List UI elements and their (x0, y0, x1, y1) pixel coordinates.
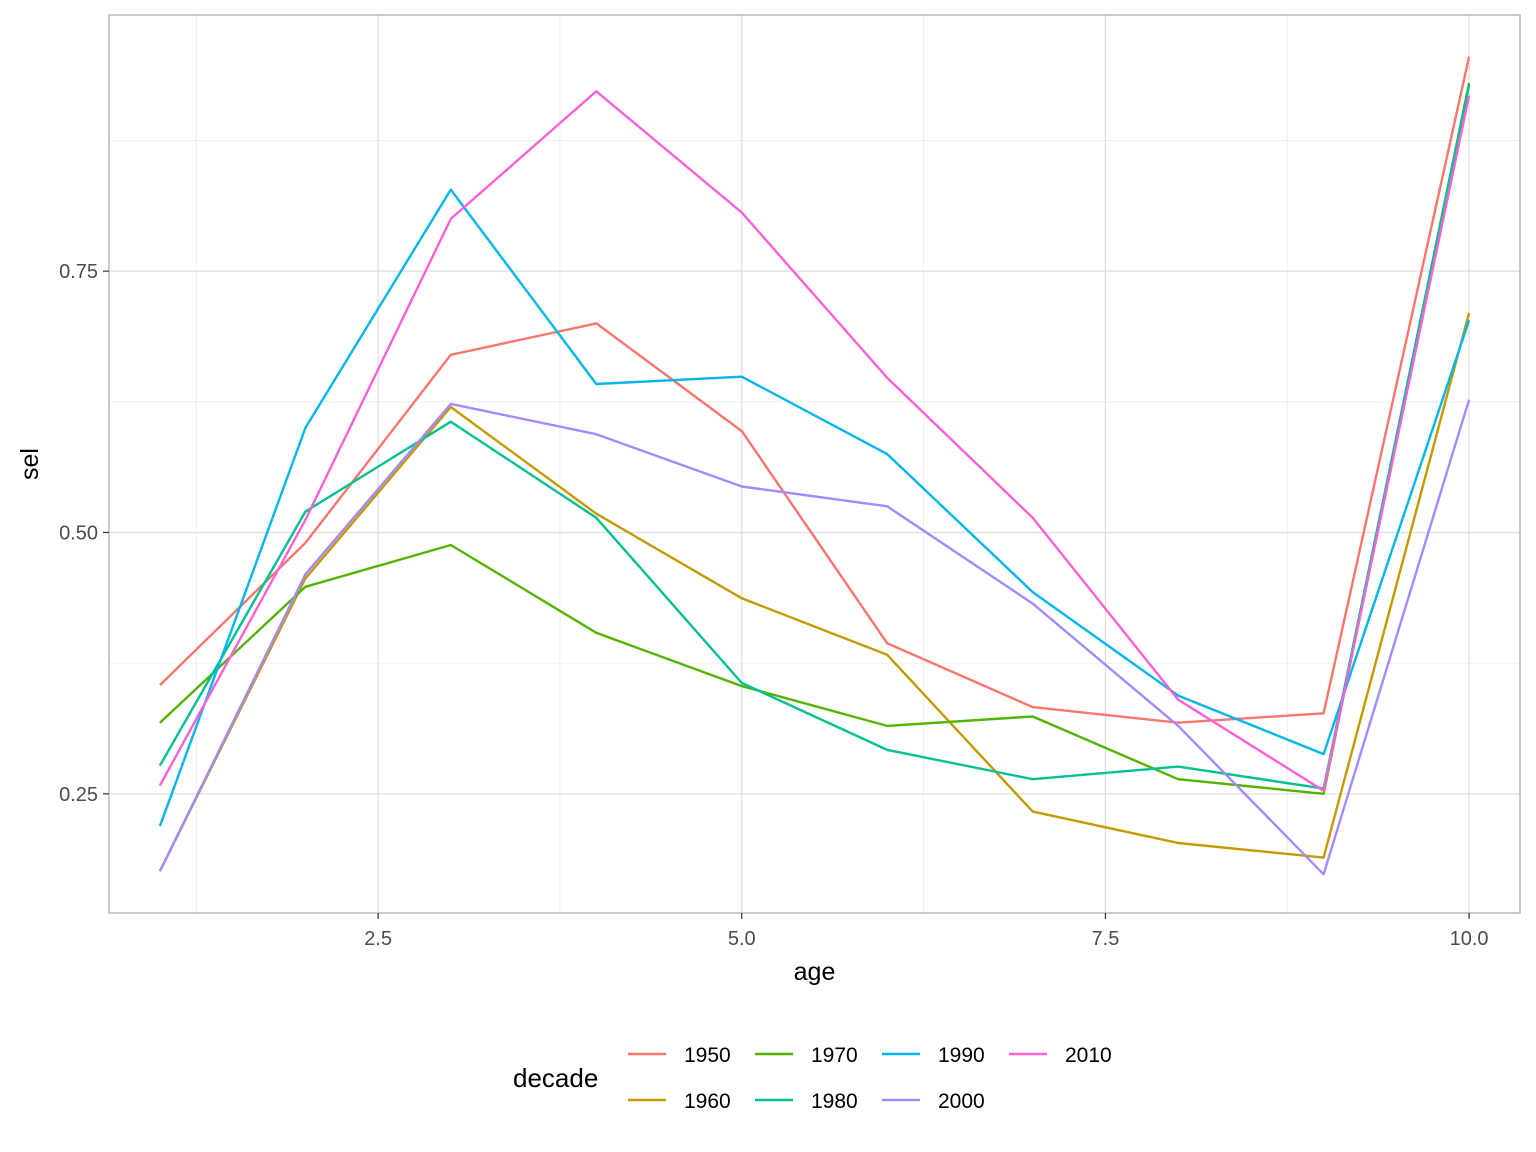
legend-label-1980: 1980 (811, 1090, 858, 1113)
legend-label-1960: 1960 (684, 1090, 731, 1113)
legend-item-2010: 2010 (1009, 1044, 1112, 1067)
legend-item-1970: 1970 (755, 1044, 858, 1067)
x-tick-label: 5.0 (728, 928, 756, 950)
x-axis: 2.5 5.0 7.5 10.0 (364, 913, 1489, 950)
x-tick-label: 7.5 (1092, 928, 1120, 950)
x-tick-label: 10.0 (1450, 928, 1489, 950)
legend-title: decade (513, 1063, 598, 1093)
y-tick-label: 0.75 (59, 261, 98, 283)
x-axis-title: age (794, 958, 836, 986)
series-line-1960 (158, 312, 1471, 872)
x-tick-label: 2.5 (364, 928, 392, 950)
panel-border (108, 14, 1521, 914)
y-tick-label: 0.25 (59, 784, 98, 806)
legend-item-1980: 1980 (755, 1090, 858, 1113)
series-line-1970 (159, 82, 1471, 795)
y-tick-label: 0.50 (59, 522, 98, 544)
legend-label-2000: 2000 (938, 1090, 985, 1113)
series-line-2010 (158, 90, 1471, 792)
legend-label-1950: 1950 (684, 1044, 731, 1067)
legend-item-2000: 2000 (882, 1090, 985, 1113)
legend-label-1990: 1990 (938, 1044, 985, 1067)
series-line-2000 (158, 399, 1471, 876)
legend-item-1990: 1990 (882, 1044, 985, 1067)
legend-label-2010: 2010 (1065, 1044, 1112, 1067)
legend-label-1970: 1970 (811, 1044, 858, 1067)
series-lines (158, 56, 1471, 876)
y-axis: 0.25 0.50 0.75 (59, 261, 109, 806)
legend: decade 1950 1960 1970 1980 1990 2000 2010 (513, 1044, 1112, 1113)
series-line-1980 (158, 84, 1471, 790)
legend-item-1960: 1960 (628, 1090, 731, 1113)
series-line-1990 (158, 188, 1471, 827)
major-gridlines (109, 15, 1520, 913)
series-line-1950 (159, 56, 1471, 724)
legend-item-1950: 1950 (628, 1044, 731, 1067)
y-axis-title: sel (16, 448, 44, 480)
minor-gridlines (109, 15, 1520, 913)
